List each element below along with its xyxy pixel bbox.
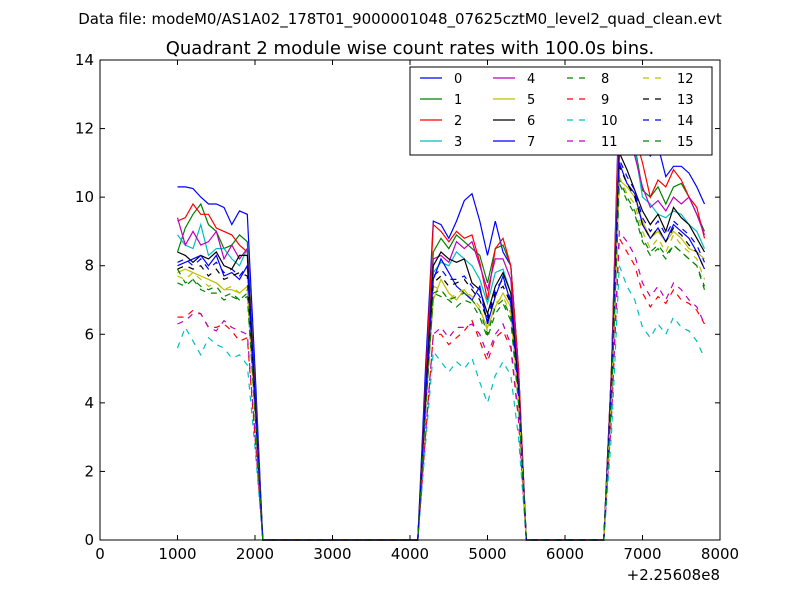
legend-label-11: 11 xyxy=(601,135,618,150)
legend-label-0: 0 xyxy=(454,72,462,87)
series-line-7 xyxy=(177,162,706,541)
series-line-1 xyxy=(176,111,706,541)
x-offset-label: +2.25608e8 xyxy=(627,566,720,584)
legend-label-8: 8 xyxy=(601,72,609,87)
legend-label-7: 7 xyxy=(527,135,535,150)
x-tick-label: 3000 xyxy=(313,545,351,563)
x-tick-label: 1000 xyxy=(158,545,196,563)
legend-label-4: 4 xyxy=(527,72,535,87)
chart-suptitle: Data file: modeM0/AS1A02_178T01_90000010… xyxy=(78,10,722,29)
legend-label-6: 6 xyxy=(527,114,535,129)
legend-label-5: 5 xyxy=(527,93,535,108)
chart-title: Quadrant 2 module wise count rates with … xyxy=(166,38,655,59)
legend-label-12: 12 xyxy=(677,72,694,87)
legend-label-14: 14 xyxy=(677,114,694,129)
legend-label-1: 1 xyxy=(454,93,462,108)
x-tick-label: 2000 xyxy=(236,545,274,563)
series-line-14 xyxy=(177,159,706,541)
y-tick-label: 8 xyxy=(84,257,94,275)
series-line-13 xyxy=(177,166,706,541)
series-line-15 xyxy=(177,183,706,541)
series-line-6 xyxy=(177,152,706,541)
series-line-8 xyxy=(176,179,706,541)
series-line-5 xyxy=(177,178,705,541)
x-tick-label: 8000 xyxy=(701,545,739,563)
x-tick-label: 5000 xyxy=(468,545,506,563)
y-tick-label: 14 xyxy=(75,51,94,69)
y-tick-label: 12 xyxy=(75,120,94,138)
ticks-layer: 0 1000 2000 3000 4000 5000 6000 7000 80000246810… xyxy=(75,51,739,563)
y-tick-label: 10 xyxy=(75,188,94,206)
y-tick-label: 0 xyxy=(84,531,94,549)
y-tick-label: 6 xyxy=(84,325,94,343)
series-layer xyxy=(176,91,706,541)
legend-label-2: 2 xyxy=(454,114,462,129)
x-tick-label: 6000 xyxy=(546,545,584,563)
legend-label-10: 10 xyxy=(601,114,618,129)
x-tick-label: 0 xyxy=(95,545,105,563)
series-line-11 xyxy=(177,229,706,541)
series-line-9 xyxy=(177,236,706,541)
y-tick-label: 2 xyxy=(84,462,94,480)
legend-label-9: 9 xyxy=(601,93,609,108)
legend-frame xyxy=(409,66,713,156)
x-tick-label: 4000 xyxy=(391,545,429,563)
legend-label-13: 13 xyxy=(677,93,694,108)
legend-label-3: 3 xyxy=(454,135,462,150)
y-tick-label: 4 xyxy=(84,394,94,412)
legend-label-15: 15 xyxy=(677,135,694,150)
x-tick-label: 7000 xyxy=(623,545,661,563)
